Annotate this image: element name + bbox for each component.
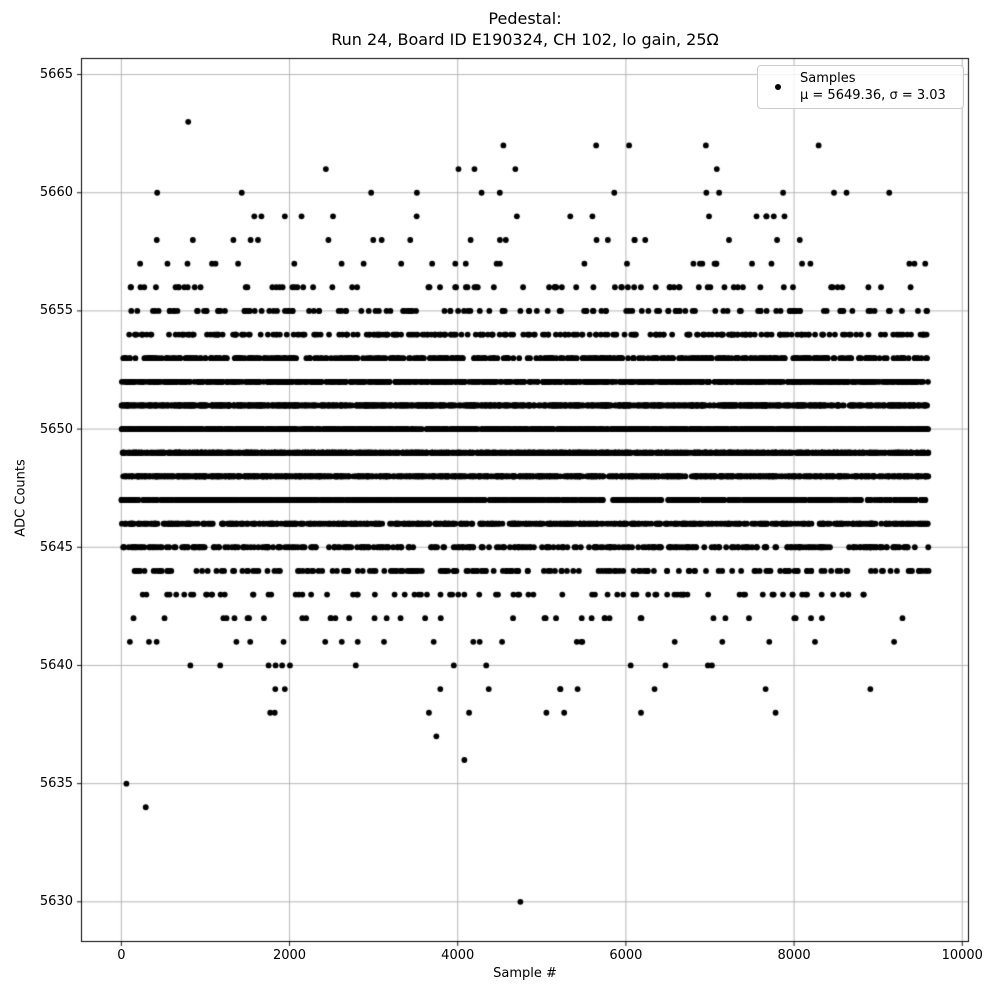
x-axis-label: Sample # — [493, 966, 557, 981]
legend-marker-dot-icon — [775, 84, 781, 90]
legend-entry-samples: Samples — [800, 71, 856, 86]
y-axis-label: ADC Counts — [13, 459, 29, 537]
legend: Samples μ = 5649.36, σ = 3.03 — [757, 65, 964, 109]
x-tick-label: 6000 — [609, 948, 643, 963]
y-tick-label: 5630 — [39, 894, 73, 910]
x-tick-label: 4000 — [441, 948, 475, 963]
x-tick-label: 2000 — [272, 948, 307, 963]
y-tick-label: 5645 — [39, 539, 73, 555]
y-tick-label: 5650 — [39, 421, 73, 437]
y-tick-label: 5635 — [39, 776, 73, 792]
y-tick-label: 5640 — [39, 657, 73, 673]
x-tick-label: 8000 — [777, 948, 811, 963]
legend-text: Samples μ = 5649.36, σ = 3.03 — [800, 70, 946, 104]
chart-title: Pedestal: Run 24, Board ID E190324, CH 1… — [331, 8, 719, 50]
x-tick-label: 10000 — [941, 948, 983, 963]
y-tick-label: 5660 — [39, 185, 73, 201]
x-tick-label: 0 — [117, 948, 126, 963]
chart-title-line2: Run 24, Board ID E190324, CH 102, lo gai… — [331, 30, 719, 49]
y-tick-label: 5665 — [39, 67, 73, 83]
chart-title-line1: Pedestal: — [488, 9, 562, 28]
legend-entry-stats: μ = 5649.36, σ = 3.03 — [800, 88, 946, 103]
y-tick-label: 5655 — [39, 303, 73, 319]
